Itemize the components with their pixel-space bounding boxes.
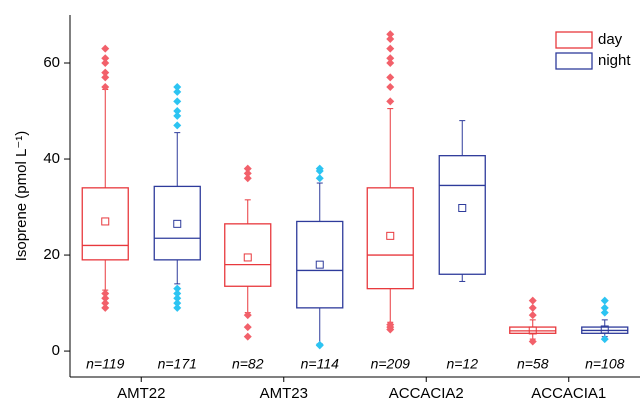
outlier — [600, 303, 609, 312]
outlier — [173, 289, 182, 298]
sample-size: n=12 — [446, 356, 478, 372]
box — [366, 187, 414, 290]
x-tick-label: AMT22 — [117, 385, 165, 402]
sample-size: n=108 — [585, 356, 625, 372]
outlier — [173, 83, 182, 92]
outlier — [600, 296, 609, 305]
sample-size: n=114 — [301, 356, 339, 372]
mean — [315, 260, 324, 269]
outlier — [386, 54, 395, 63]
y-tick-label: 60 — [43, 54, 60, 71]
outlier — [243, 174, 252, 183]
outlier — [173, 121, 182, 130]
outlier — [315, 340, 324, 349]
outlier — [101, 83, 110, 92]
outlier — [386, 30, 395, 39]
sample-size: n=82 — [232, 356, 264, 372]
outlier — [173, 97, 182, 106]
outlier — [528, 303, 537, 312]
outlier — [173, 299, 182, 308]
y-axis-label: Isoprene (pmol L⁻¹) — [13, 131, 30, 261]
outlier — [101, 73, 110, 82]
box — [509, 326, 557, 334]
outlier — [173, 303, 182, 312]
outlier — [386, 59, 395, 68]
mean — [458, 204, 467, 213]
outlier — [243, 169, 252, 178]
sample-size: n=209 — [371, 356, 411, 372]
outlier — [173, 107, 182, 116]
box — [438, 155, 486, 275]
outlier — [386, 325, 395, 334]
mean — [173, 219, 182, 228]
outlier — [101, 54, 110, 63]
legend-label: night — [598, 52, 631, 69]
mean — [600, 325, 609, 334]
outlier — [528, 296, 537, 305]
outlier — [386, 35, 395, 44]
y-tick-label: 20 — [43, 246, 60, 263]
y-tick-label: 0 — [52, 342, 60, 359]
outlier — [243, 311, 252, 320]
outlier — [173, 87, 182, 96]
mean — [386, 231, 395, 240]
outlier — [243, 332, 252, 341]
outlier — [101, 299, 110, 308]
legend-swatch — [555, 31, 593, 49]
outlier — [386, 44, 395, 53]
outlier — [101, 59, 110, 68]
mean — [528, 326, 537, 335]
outlier — [173, 111, 182, 120]
x-tick-label: AMT23 — [260, 385, 308, 402]
outlier — [101, 294, 110, 303]
outlier — [600, 308, 609, 317]
mean — [101, 217, 110, 226]
outlier — [315, 174, 324, 183]
sample-size: n=119 — [86, 356, 124, 372]
y-tick-label: 40 — [43, 150, 60, 167]
mean — [243, 253, 252, 262]
sample-size: n=58 — [517, 356, 549, 372]
outlier — [101, 44, 110, 53]
outlier — [386, 73, 395, 82]
legend-label: day — [598, 31, 623, 48]
outlier — [386, 83, 395, 92]
legend-swatch — [555, 52, 593, 70]
outlier — [173, 284, 182, 293]
x-tick-label: ACCACIA1 — [531, 385, 606, 402]
box — [81, 187, 129, 261]
outlier — [101, 289, 110, 298]
box — [224, 223, 272, 287]
x-tick-label: ACCACIA2 — [389, 385, 464, 402]
outlier — [528, 337, 537, 346]
outlier — [315, 164, 324, 173]
outlier — [243, 164, 252, 173]
outlier — [101, 303, 110, 312]
outlier — [243, 323, 252, 332]
box — [296, 220, 344, 309]
sample-size: n=171 — [158, 356, 197, 372]
outlier — [528, 311, 537, 320]
outlier — [173, 294, 182, 303]
outlier — [101, 68, 110, 77]
outlier — [600, 335, 609, 344]
outlier — [386, 97, 395, 106]
box — [153, 185, 201, 261]
